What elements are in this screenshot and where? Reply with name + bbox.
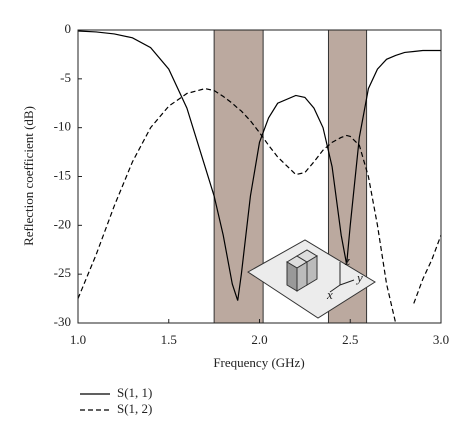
inset-axis (329, 284, 341, 293)
y-tick-label: 0 (65, 21, 72, 36)
y-tick-label: -25 (54, 265, 71, 280)
y-tick-label: -10 (54, 119, 71, 134)
series-line (78, 30, 441, 301)
inset-cross (306, 255, 318, 286)
legend-label: S(1, 1) (117, 385, 152, 400)
x-tick-label: 1.0 (70, 332, 86, 347)
legend-label: S(1, 2) (117, 401, 152, 416)
inset-label: z (344, 253, 350, 268)
x-tick-label: 2.0 (251, 332, 267, 347)
x-tick-label: 1.5 (161, 332, 177, 347)
lines (78, 30, 441, 323)
inset-label: y (355, 270, 363, 285)
y-tick-label: -15 (54, 167, 71, 182)
y-axis-label: Reflection coefficient (dB) (21, 106, 36, 246)
y-tick-label: -30 (54, 314, 71, 329)
inset-cross (286, 261, 298, 292)
x-axis-label: Frequency (GHz) (213, 355, 304, 370)
series-line (78, 87, 441, 323)
x-tick-label: 2.5 (342, 332, 358, 347)
y-tick-label: -20 (54, 216, 71, 231)
inset-axis (339, 279, 355, 286)
antenna-inset: x y z (247, 239, 376, 319)
shaded-region (213, 29, 264, 324)
x-tick-label: 3.0 (433, 332, 449, 347)
y-tick-label: -5 (60, 70, 71, 85)
inset-label: x (326, 287, 333, 302)
